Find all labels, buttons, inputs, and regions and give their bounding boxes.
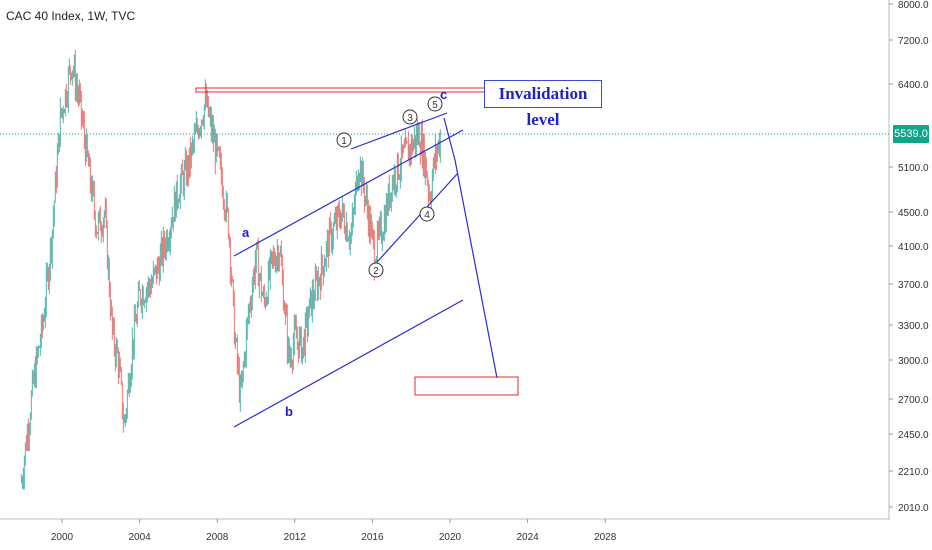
wave-label-c: c xyxy=(440,87,447,102)
x-tick-label: 2016 xyxy=(361,532,384,543)
x-tick-label: 2008 xyxy=(206,532,229,543)
y-tick-label: 2210.0 xyxy=(898,467,929,478)
wave-marker-1: 1 xyxy=(336,132,352,148)
x-tick-label: 2028 xyxy=(594,532,617,543)
y-tick-label: 8000.0 xyxy=(898,0,929,11)
channel-upper-line xyxy=(233,129,464,257)
y-tick-label: 4500.0 xyxy=(898,208,929,219)
y-tick-label: 2450.0 xyxy=(898,430,929,441)
wave-marker-5: 5 xyxy=(427,96,443,112)
y-tick-label: 3700.0 xyxy=(898,280,929,291)
wave-marker-3: 3 xyxy=(402,109,418,125)
wedge-lower-line xyxy=(376,172,459,263)
y-tick-label: 2700.0 xyxy=(898,395,929,406)
x-tick-label: 2024 xyxy=(516,532,539,543)
chart-title: CAC 40 Index, 1W, TVC xyxy=(6,9,136,23)
wave-number-3: 3 xyxy=(407,113,413,124)
x-tick-label: 2012 xyxy=(284,532,307,543)
x-tick-label: 2020 xyxy=(439,532,462,543)
wave-marker-2: 2 xyxy=(368,262,384,278)
time-axis[interactable]: 2000 2004 2008 2012 2016 2020 2024 2028 xyxy=(51,519,617,543)
price-axis[interactable]: 8000.0 7200.0 6400.0 5100.0 4500.0 4100.0 3700… xyxy=(889,0,929,514)
x-tick-label: 2000 xyxy=(51,532,74,543)
wave-marker-4: 4 xyxy=(419,206,435,222)
y-tick-label: 6400.0 xyxy=(898,80,929,91)
wave-number-4: 4 xyxy=(424,210,430,221)
wave-label-a: a xyxy=(242,225,250,240)
y-tick-label: 3300.0 xyxy=(898,321,929,332)
x-tick-label: 2004 xyxy=(128,532,151,543)
y-tick-label: 5100.0 xyxy=(898,163,929,174)
invalidation-label: Invalidation level xyxy=(484,80,602,129)
y-tick-label: 7200.0 xyxy=(898,36,929,47)
wave-number-1: 1 xyxy=(341,136,347,147)
y-tick-label: 3000.0 xyxy=(898,356,929,367)
y-tick-label: 4100.0 xyxy=(898,242,929,253)
wave-label-b: b xyxy=(285,404,293,419)
target-zone-box xyxy=(414,376,519,396)
wave-drawings: a b c 1 2 3 4 5 xyxy=(195,87,519,428)
y-tick-label: 2010.0 xyxy=(898,503,929,514)
wave-number-2: 2 xyxy=(373,266,379,277)
channel-lower-line xyxy=(233,299,464,428)
wedge-upper-line xyxy=(350,112,448,150)
wave-number-5: 5 xyxy=(432,100,438,111)
candles-group xyxy=(20,49,441,490)
projection-line xyxy=(443,117,498,379)
last-price-badge: 5539.0 xyxy=(893,125,929,143)
